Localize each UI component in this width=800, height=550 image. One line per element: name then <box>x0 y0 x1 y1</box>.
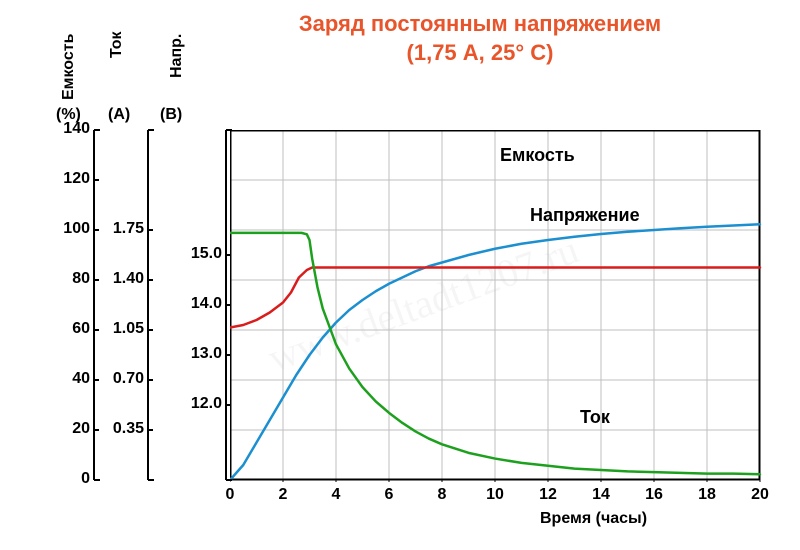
y1-tick-label: 1.40 <box>102 270 144 288</box>
x-tick-label: 18 <box>698 486 716 504</box>
series-label-Напряжение: Напряжение <box>530 205 640 226</box>
y-axis-unit-current: (А) <box>108 106 130 124</box>
y0-tick-label: 120 <box>48 170 90 188</box>
y0-tick-label: 20 <box>48 420 90 438</box>
x-axis-label: Время (часы) <box>540 510 647 528</box>
x-tick-label: 14 <box>592 486 610 504</box>
x-tick-label: 12 <box>539 486 557 504</box>
x-tick-label: 4 <box>332 486 341 504</box>
x-tick-label: 6 <box>385 486 394 504</box>
y2-tick-label: 14.0 <box>180 295 222 313</box>
y2-tick-label: 15.0 <box>180 245 222 263</box>
y0-tick-label: 40 <box>48 370 90 388</box>
x-tick-label: 16 <box>645 486 663 504</box>
y-axis-title-current: Ток <box>108 31 126 58</box>
y2-tick-label: 13.0 <box>180 345 222 363</box>
x-tick-label: 20 <box>751 486 769 504</box>
y0-tick-label: 0 <box>48 470 90 488</box>
y0-tick-label: 60 <box>48 320 90 338</box>
y1-tick-label: 1.05 <box>102 320 144 338</box>
y1-tick-label: 1.75 <box>102 220 144 238</box>
series-label-Ток: Ток <box>580 407 610 428</box>
chart-plot <box>230 130 762 482</box>
series-label-Емкость: Емкость <box>500 145 575 166</box>
title-line-2: (1,75 А, 25° С) <box>407 40 554 65</box>
x-tick-label: 10 <box>486 486 504 504</box>
y1-tick-label: 0.70 <box>102 370 144 388</box>
x-tick-label: 8 <box>438 486 447 504</box>
y0-tick-label: 80 <box>48 270 90 288</box>
y-axis-unit-voltage: (В) <box>160 106 182 124</box>
y0-tick-label: 100 <box>48 220 90 238</box>
y1-tick-label: 0.35 <box>102 420 144 438</box>
y2-tick-label: 12.0 <box>180 395 222 413</box>
title-line-1: Заряд постоянным напряжением <box>299 11 661 36</box>
y-axis-title-capacity: Емкость <box>60 34 78 100</box>
x-tick-label: 2 <box>279 486 288 504</box>
y-axis-title-voltage: Напр. <box>168 34 186 78</box>
x-tick-label: 0 <box>226 486 235 504</box>
chart-title: Заряд постоянным напряжением (1,75 А, 25… <box>200 10 760 67</box>
y0-tick-label: 140 <box>48 120 90 138</box>
